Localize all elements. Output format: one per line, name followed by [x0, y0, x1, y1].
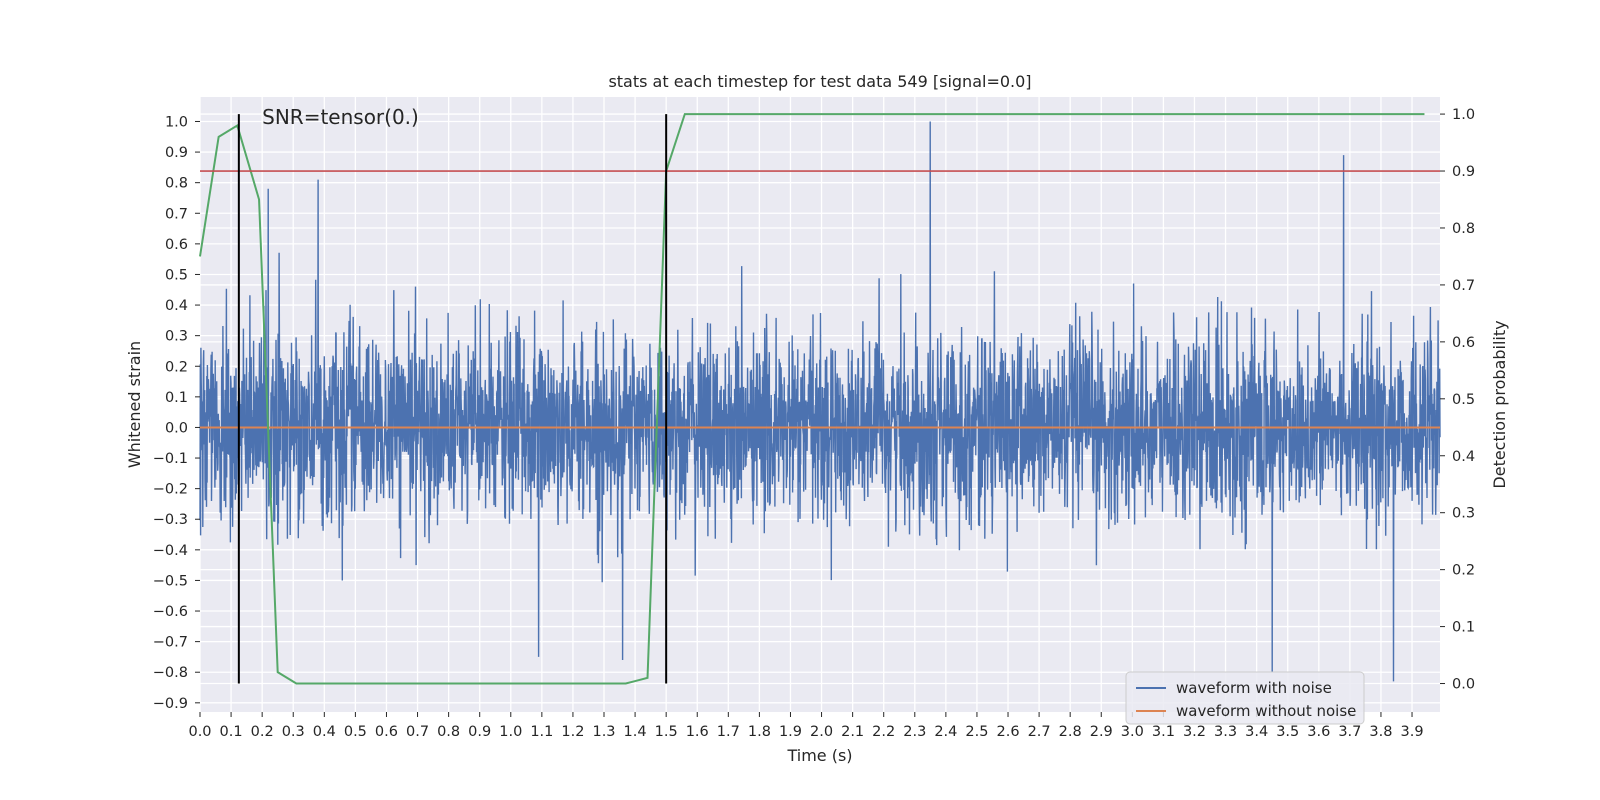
legend-frame	[1125, 671, 1365, 725]
y-tick-label: 1.0	[165, 114, 188, 130]
x-tick-label: 1.0	[499, 724, 522, 740]
series-waveform-with-noise	[199, 121, 1441, 682]
legend-label: waveform without noise	[1176, 702, 1356, 720]
x-tick-label: 1.3	[592, 724, 615, 740]
x-tick-label: 2.3	[903, 724, 926, 740]
x-tick-label: 3.1	[1152, 724, 1175, 740]
x-tick-label: 1.7	[717, 724, 740, 740]
x-tick-label: 1.1	[530, 724, 553, 740]
x-tick-label: 2.0	[810, 724, 833, 740]
x-tick-label: 2.6	[996, 724, 1019, 740]
y2-tick-label: 0.5	[1452, 392, 1475, 408]
x-tick-label: 3.3	[1214, 724, 1237, 740]
x-tick-label: 1.5	[655, 724, 678, 740]
y-tick-label: −0.7	[153, 635, 188, 651]
y-tick-label: 0.4	[165, 298, 188, 314]
x-tick-label: 0.8	[437, 724, 460, 740]
y2-axis-label: Detection probability	[1490, 320, 1509, 488]
y-tick-label: 0.8	[165, 176, 188, 192]
x-tick-label: 3.2	[1183, 724, 1206, 740]
y-tick-label: −0.9	[153, 696, 188, 712]
x-tick-label: 0.7	[406, 724, 429, 740]
y2-tick-label: 0.9	[1452, 164, 1475, 180]
y2-tick-label: 1.0	[1452, 107, 1475, 123]
x-tick-label: 3.5	[1276, 724, 1299, 740]
y2-tick-label: 0.7	[1452, 278, 1475, 294]
x-tick-label: 1.9	[779, 724, 802, 740]
y2-tick-label: 0.0	[1452, 677, 1475, 693]
x-tick-label: 2.8	[1059, 724, 1082, 740]
x-tick-label: 2.5	[965, 724, 988, 740]
x-tick-label: 3.9	[1400, 724, 1423, 740]
x-axis-label: Time (s)	[786, 746, 852, 765]
y-tick-label: 0.2	[165, 359, 188, 375]
x-tick-label: 0.5	[344, 724, 367, 740]
x-tick-label: 0.3	[282, 724, 305, 740]
legend-label: waveform with noise	[1176, 679, 1332, 697]
snr-annotation: SNR=tensor(0.)	[262, 105, 419, 129]
x-tick-label: 1.8	[748, 724, 771, 740]
y-tick-label: 0.9	[165, 145, 188, 161]
chart-title: stats at each timestep for test data 549…	[608, 72, 1031, 91]
y-axis-label: Whitened strain	[125, 341, 144, 468]
x-tick-label: 0.6	[375, 724, 398, 740]
x-tick-label: 1.2	[561, 724, 584, 740]
y-tick-label: −0.4	[153, 543, 188, 559]
x-tick-label: 2.2	[872, 724, 895, 740]
y-tick-label: −0.6	[153, 604, 188, 620]
x-tick-label: 0.0	[188, 724, 211, 740]
x-tick-label: 0.2	[251, 724, 274, 740]
x-tick-label: 3.4	[1245, 724, 1268, 740]
x-tick-label: 0.4	[313, 724, 336, 740]
y-tick-label: 0.5	[165, 267, 188, 283]
x-tick-label: 2.4	[934, 724, 957, 740]
y-tick-label: −0.3	[153, 512, 188, 528]
y2-tick-label: 0.6	[1452, 335, 1475, 351]
y-tick-label: 0.6	[165, 237, 188, 253]
x-tick-label: 2.7	[1028, 724, 1051, 740]
y2-tick-label: 0.2	[1452, 563, 1475, 579]
y2-tick-label: 0.1	[1452, 620, 1475, 636]
x-tick-label: 3.6	[1307, 724, 1330, 740]
y-tick-label: −0.8	[153, 665, 188, 681]
x-tick-label: 2.1	[841, 724, 864, 740]
y-tick-label: 0.7	[165, 206, 188, 222]
y2-tick-label: 0.8	[1452, 221, 1475, 237]
y2-tick-label: 0.3	[1452, 506, 1475, 522]
series-detection-probability	[199, 113, 1425, 685]
x-tick-label: 3.8	[1369, 724, 1392, 740]
x-tick-label: 2.9	[1090, 724, 1113, 740]
x-tick-label: 0.1	[220, 724, 243, 740]
y-tick-label: −0.1	[153, 451, 188, 467]
y-tick-label: 0.0	[165, 420, 188, 436]
y2-tick-label: 0.4	[1452, 449, 1475, 465]
legend: waveform with noise waveform without nois…	[1125, 671, 1365, 725]
x-tick-label: 0.9	[468, 724, 491, 740]
x-tick-label: 1.4	[624, 724, 647, 740]
y-tick-label: 0.3	[165, 329, 188, 345]
y-tick-label: 0.1	[165, 390, 188, 406]
x-tick-label: 1.6	[686, 724, 709, 740]
x-tick-label: 3.0	[1121, 724, 1144, 740]
y-tick-label: −0.2	[153, 482, 188, 498]
y-tick-label: −0.5	[153, 573, 188, 589]
x-tick-label: 3.7	[1338, 724, 1361, 740]
